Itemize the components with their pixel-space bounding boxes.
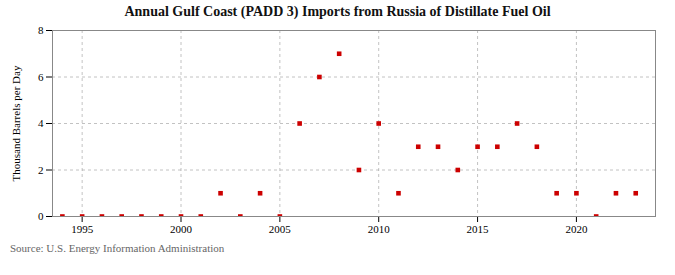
svg-text:1995: 1995 — [71, 223, 94, 235]
svg-text:8: 8 — [38, 24, 44, 36]
svg-text:2010: 2010 — [368, 223, 391, 235]
svg-text:2005: 2005 — [269, 223, 292, 235]
svg-text:0: 0 — [38, 210, 44, 222]
svg-text:2000: 2000 — [170, 223, 193, 235]
html-text:Annual Gulf Coast (PADD 3) Imp: Annual Gulf Coast (PADD 3) Imports from … — [124, 4, 551, 19]
svg-text:Thousand Barrels per Day: Thousand Barrels per Day — [10, 65, 22, 181]
svg-text:4: 4 — [38, 117, 44, 129]
svg-text:6: 6 — [38, 71, 44, 83]
svg-text:2: 2 — [38, 164, 44, 176]
html-text:Source: U.S. Energy Informatio: Source: U.S. Energy Information Administ… — [10, 242, 225, 254]
svg-text:2015: 2015 — [467, 223, 490, 235]
svg-text:2020: 2020 — [565, 223, 588, 235]
